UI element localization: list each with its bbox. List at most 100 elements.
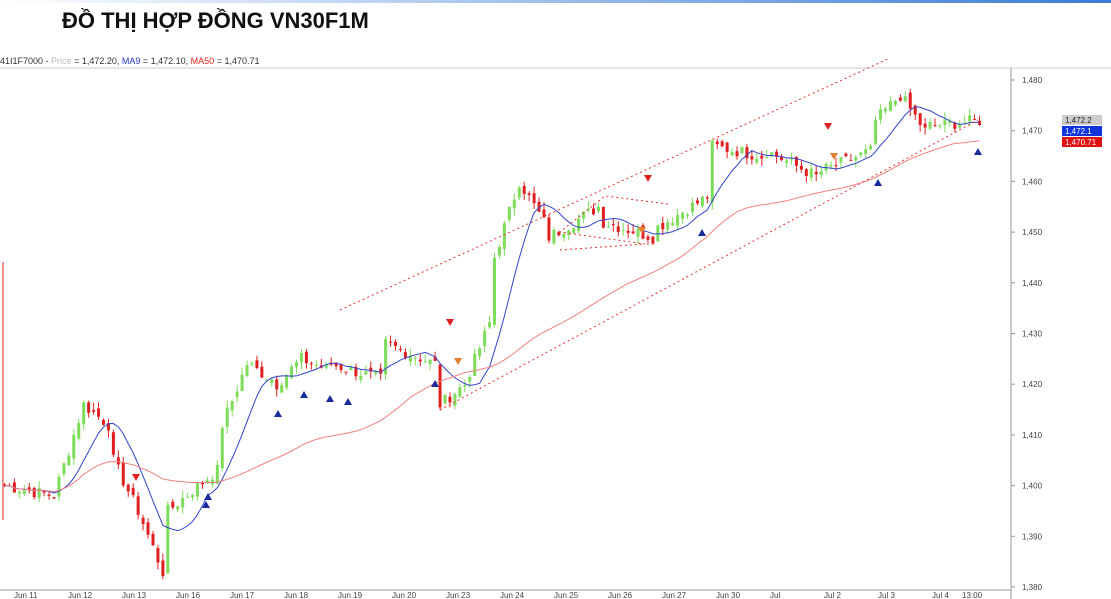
candle-body [745,147,749,159]
x-tick-label: Jun 18 [284,591,309,599]
candle-body [235,391,239,398]
candle-body [82,402,86,425]
candle-body [903,96,907,101]
x-tick-label: 13:00 [962,591,983,599]
candle-body [3,484,6,486]
candle-body [532,193,536,204]
candle-body [898,97,902,101]
candle-body [215,464,219,484]
symbol: 41I1F7000 - [0,56,52,66]
ma9-tag: 1,472.1 [1065,127,1092,136]
candle-body [42,491,46,493]
candle-body [275,379,279,390]
candle-body [963,122,967,124]
legend-price-value: = 1,472.20, [71,56,122,66]
candle-body [384,339,388,375]
candle-body [295,362,299,368]
candle-body [394,341,398,346]
candle-body [37,487,41,498]
candle-body [379,368,383,374]
candle-body [448,396,452,403]
candle-body [681,212,685,219]
candle-body [879,109,883,120]
x-tick-label: Jun 12 [68,591,93,599]
candle-body [666,222,670,230]
candle-body [567,230,571,236]
candle-body [141,517,145,525]
buy-signal-icon [698,229,706,236]
y-tick-label: 1,410 [1022,431,1043,440]
candle-body [958,124,962,128]
candle-body [978,120,982,125]
candle-body [829,164,833,167]
candle-body [631,231,635,234]
candle-body [933,125,937,127]
candle-body [309,363,313,365]
candle-body [126,484,130,492]
candle-body [121,462,125,486]
candle-body [577,218,581,232]
y-tick-label: 1,450 [1022,228,1043,237]
legend-ma50-value: = 1,470.71 [214,56,260,66]
candle-body [285,375,289,388]
candle-body [918,113,922,125]
candle-body [923,123,927,128]
candle-body [725,142,729,152]
candle-body [468,377,472,382]
y-tick-label: 1,400 [1022,482,1043,491]
buy-signal-icon [431,380,439,387]
candle-body [146,522,150,535]
candle-body [636,228,640,237]
ma50-tag: 1,470.71 [1065,138,1097,147]
candle-body [661,222,665,230]
buy-signal-icon [344,398,352,405]
candle-body [359,375,363,380]
candle-body [57,476,61,497]
candle-body [62,463,66,474]
sell-signal-icon [638,227,646,234]
candle-body [245,365,249,377]
candle-body [562,233,566,238]
candle-body [785,160,789,163]
candle-body [695,200,699,204]
candle-body [591,208,595,215]
candle-body [690,202,694,212]
price-tag-bg [1062,126,1102,136]
candle-body [304,351,308,364]
x-tick-label: Jun 17 [230,591,255,599]
candle-body [893,101,897,105]
sell-signal-icon [446,319,454,326]
candle-body [656,225,660,242]
candle-body [557,231,561,236]
sell-signal-icon [644,175,652,182]
candle-body [181,498,185,508]
candle-body [775,151,779,157]
candle-body [502,223,506,249]
candle-body [740,147,744,154]
candle-body [403,352,407,358]
candle-body [314,364,318,366]
candle-body [398,349,402,351]
y-tick-label: 1,390 [1022,532,1043,541]
candle-body [938,125,942,127]
candle-body [151,533,155,546]
candle-body [705,197,709,199]
candle-body [299,353,303,363]
candle-body [473,353,477,376]
candle-body [611,224,615,226]
candle-body [626,230,630,233]
candle-body [171,501,175,508]
y-tick-label: 1,470 [1022,127,1043,136]
candle-body [760,155,764,159]
candle-body [290,366,294,379]
x-tick-label: Jun 16 [176,591,201,599]
candle-body [92,409,96,412]
candle-body [364,371,368,375]
lower-trend-line [439,119,979,411]
candle-body [507,206,511,220]
candle-body [101,419,105,425]
candle-body [369,367,373,372]
candle-body [324,364,328,368]
candle-body [131,487,135,496]
